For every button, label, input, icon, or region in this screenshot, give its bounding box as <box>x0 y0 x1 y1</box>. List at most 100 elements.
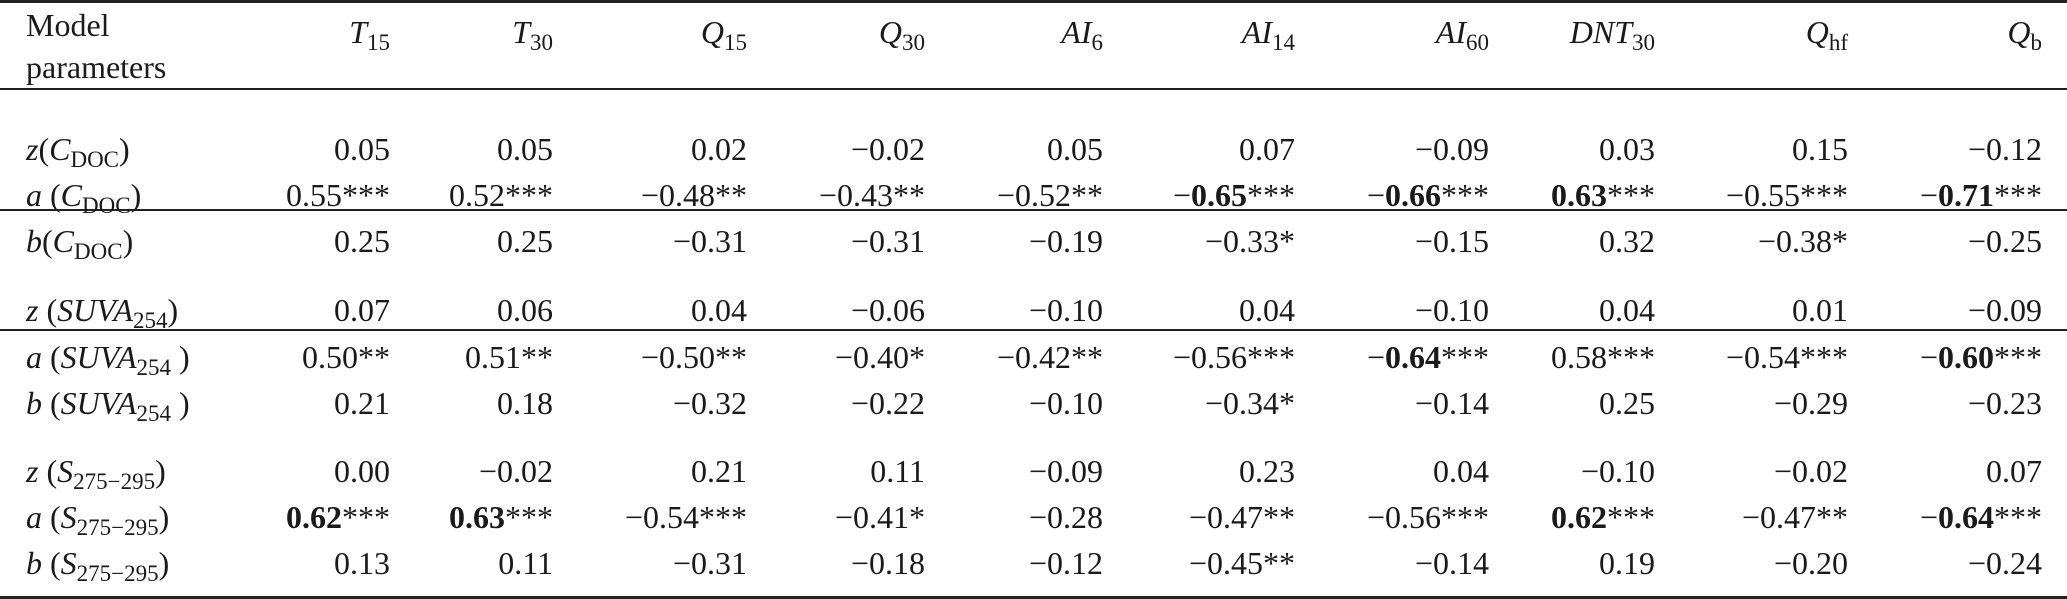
col-header-ai14: AI14 <box>1241 14 1295 55</box>
table-cell: 0.07 <box>334 292 390 328</box>
table-cell: −0.56*** <box>1172 339 1295 375</box>
row-label-b-s275: b (S275−295) <box>26 545 170 586</box>
significance-stars: * <box>909 339 925 375</box>
table-cell: 0.04 <box>1433 453 1489 489</box>
table-cell: −0.64*** <box>1919 499 2042 535</box>
table-cell: −0.31 <box>672 223 747 259</box>
table-cell: 0.11 <box>498 545 553 581</box>
table-cell: 0.07 <box>1239 131 1295 167</box>
table-cell: 0.55*** <box>286 177 390 213</box>
table-cell: −0.09 <box>1967 292 2042 328</box>
table-cell: −0.23 <box>1967 385 2042 421</box>
significance-stars: *** <box>342 177 390 213</box>
table-cell: −0.25 <box>1967 223 2042 259</box>
group-rule-2 <box>0 329 2067 331</box>
table-cell: 0.07 <box>1986 453 2042 489</box>
table-cell: −0.41* <box>834 499 925 535</box>
table-cell: 0.05 <box>1047 131 1103 167</box>
col-header-qb: Qb <box>2007 14 2042 55</box>
table-cell: −0.50** <box>640 339 747 375</box>
table-cell: −0.66*** <box>1366 177 1489 213</box>
table-cell: 0.19 <box>1599 545 1655 581</box>
table-cell: −0.09 <box>1028 453 1103 489</box>
table-cell: 0.32 <box>1599 223 1655 259</box>
table-cell: −0.02 <box>1773 453 1848 489</box>
table-cell: −0.42** <box>996 339 1103 375</box>
table-cell: 0.05 <box>497 131 553 167</box>
table-cell: −0.28 <box>1028 499 1103 535</box>
bottom-rule <box>0 596 2067 599</box>
significance-stars: ** <box>893 177 925 213</box>
significance-stars: *** <box>1607 499 1655 535</box>
significance-stars: ** <box>715 177 747 213</box>
col-header-dnt30: DNT30 <box>1569 14 1655 55</box>
significance-stars: *** <box>505 499 553 535</box>
significance-stars: ** <box>1263 499 1295 535</box>
table-cell: −0.14 <box>1414 385 1489 421</box>
table-cell: −0.54*** <box>1725 339 1848 375</box>
significance-stars: ** <box>1071 339 1103 375</box>
table-cell: −0.15 <box>1414 223 1489 259</box>
table-cell: −0.64*** <box>1366 339 1489 375</box>
significance-stars: * <box>1279 223 1295 259</box>
table-cell: −0.43** <box>818 177 925 213</box>
significance-stars: * <box>1279 385 1295 421</box>
table-cell: −0.12 <box>1028 545 1103 581</box>
header-model-parameters-line2: parameters <box>26 49 167 85</box>
significance-stars: *** <box>342 499 390 535</box>
table-cell: −0.34* <box>1204 385 1295 421</box>
table-cell: −0.65*** <box>1172 177 1295 213</box>
table-cell: 0.50** <box>302 339 390 375</box>
table-cell: −0.32 <box>672 385 747 421</box>
row-label-z-suva: z (SUVA254) <box>26 292 179 333</box>
table-cell: −0.55*** <box>1725 177 1848 213</box>
header-model-parameters-line1: Model <box>26 7 110 43</box>
table-cell: 0.13 <box>334 545 390 581</box>
header-rule <box>0 88 2067 90</box>
significance-stars: *** <box>1441 499 1489 535</box>
significance-stars: *** <box>1607 339 1655 375</box>
table-cell: 0.63*** <box>449 499 553 535</box>
significance-stars: *** <box>1247 177 1295 213</box>
group-rule-1 <box>0 209 2067 211</box>
table-cell: 0.06 <box>497 292 553 328</box>
table-cell: 0.05 <box>334 131 390 167</box>
table-cell: 0.00 <box>334 453 390 489</box>
significance-stars: *** <box>1994 499 2042 535</box>
significance-stars: *** <box>1800 177 1848 213</box>
row-label-z-cdoc: z(CDOC) <box>26 131 130 172</box>
significance-stars: *** <box>1607 177 1655 213</box>
table-cell: −0.18 <box>850 545 925 581</box>
table-cell: −0.19 <box>1028 223 1103 259</box>
table-cell: −0.47** <box>1741 499 1848 535</box>
row-label-a-suva: a (SUVA254 ) <box>26 339 190 380</box>
table-cell: −0.10 <box>1414 292 1489 328</box>
table-cell: 0.62*** <box>286 499 390 535</box>
table-cell: 0.62*** <box>1551 499 1655 535</box>
table-cell: −0.71*** <box>1919 177 2042 213</box>
table-cell: −0.40* <box>834 339 925 375</box>
significance-stars: *** <box>699 499 747 535</box>
significance-stars: ** <box>358 339 390 375</box>
significance-stars: *** <box>1247 339 1295 375</box>
table-cell: 0.02 <box>691 131 747 167</box>
row-label-a-cdoc: a (CDOC) <box>26 177 142 218</box>
table-cell: 0.04 <box>1599 292 1655 328</box>
significance-stars: ** <box>1816 499 1848 535</box>
significance-stars: *** <box>1994 177 2042 213</box>
table-cell: 0.25 <box>1599 385 1655 421</box>
table-cell: −0.10 <box>1028 292 1103 328</box>
table-cell: −0.14 <box>1414 545 1489 581</box>
row-label-a-s275: a (S275−295) <box>26 499 170 540</box>
col-header-q15: Q15 <box>700 14 747 55</box>
table-cell: −0.20 <box>1773 545 1848 581</box>
row-label-z-s275: z (S275−295) <box>26 453 166 494</box>
table-cell: −0.24 <box>1967 545 2042 581</box>
table-cell: 0.01 <box>1792 292 1848 328</box>
table-cell: −0.47** <box>1188 499 1295 535</box>
header-model-parameters: Model parameters <box>26 4 166 88</box>
col-header-q30: Q30 <box>878 14 925 55</box>
col-header-t30: T30 <box>512 14 553 55</box>
significance-stars: *** <box>1994 339 2042 375</box>
